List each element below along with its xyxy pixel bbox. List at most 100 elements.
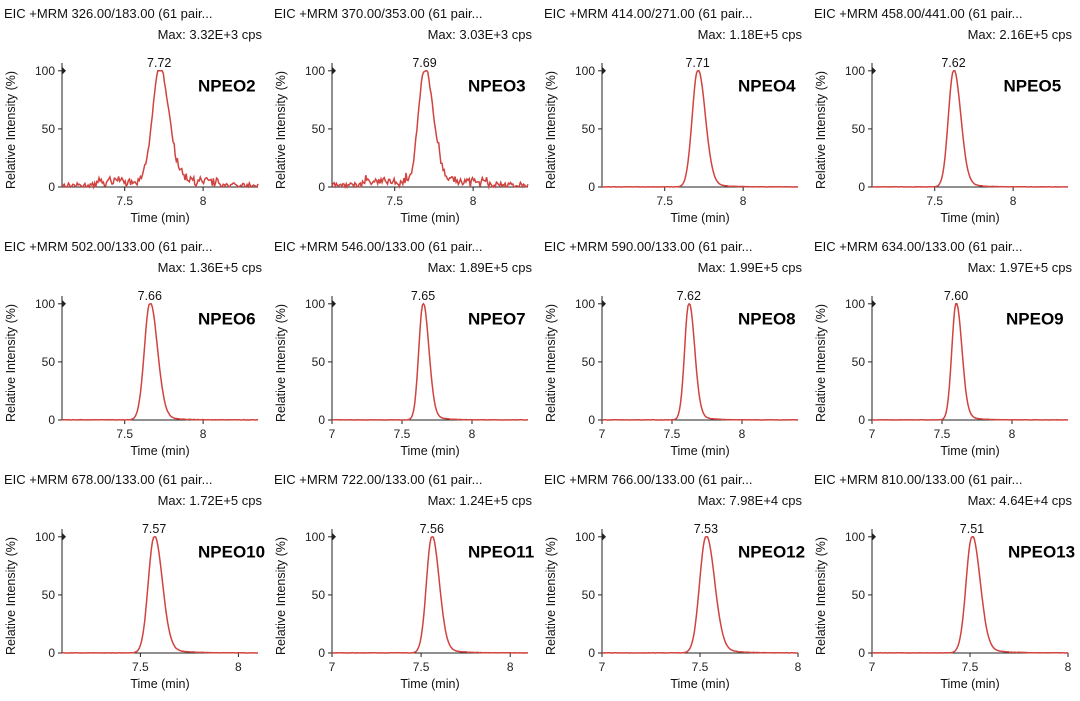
y-axis-title: Relative Intensity (%)	[274, 537, 288, 655]
panel-title: EIC +MRM 458.00/441.00 (61 pair...	[814, 6, 1023, 21]
peak-retention-label: 7.71	[685, 56, 709, 70]
chromatogram-trace	[61, 70, 259, 190]
y-max-marker	[872, 532, 876, 541]
chromatogram-panel: EIC +MRM 722.00/133.00 (61 pair... Max: 1…	[270, 466, 540, 699]
compound-label: NPEO5	[1004, 77, 1062, 96]
max-intensity-label: Max: 7.98E+4 cps	[697, 493, 802, 508]
chromatogram-plot: 0 50 100 7 7.5 8 Time (min) Relative Intensity …	[544, 289, 799, 458]
chromatogram-panel: EIC +MRM 458.00/441.00 (61 pair... Max: 2…	[810, 0, 1080, 233]
y-tick-label: 50	[312, 355, 326, 369]
y-tick-label: 100	[305, 530, 325, 544]
y-tick-label: 50	[852, 122, 866, 136]
y-max-marker	[62, 532, 66, 541]
y-max-marker	[62, 299, 66, 308]
chromatogram-trace	[601, 70, 799, 188]
x-tick-label: 7.5	[664, 427, 681, 441]
x-tick-label: 8	[469, 427, 476, 441]
y-tick-label: 100	[575, 530, 595, 544]
y-max-marker	[872, 66, 876, 75]
x-tick-label: 7.5	[116, 194, 133, 208]
panel-title: EIC +MRM 590.00/133.00 (61 pair...	[544, 239, 753, 254]
panel-title: EIC +MRM 546.00/133.00 (61 pair...	[274, 239, 483, 254]
peak-retention-label: 7.57	[142, 522, 166, 536]
y-tick-label: 0	[318, 646, 325, 660]
chromatogram-plot: 0 50 100 7.5 8 Time (min) Relative Intensity (…	[4, 289, 259, 458]
y-tick-label: 100	[575, 297, 595, 311]
x-tick-label: 7.5	[656, 194, 673, 208]
y-tick-label: 100	[305, 297, 325, 311]
chromatogram-panel: EIC +MRM 678.00/133.00 (61 pair... Max: 1…	[0, 466, 270, 699]
y-max-marker	[602, 299, 606, 308]
chromatogram-trace	[62, 303, 259, 421]
y-tick-label: 100	[845, 297, 865, 311]
y-max-marker	[332, 532, 336, 541]
x-axis-title: Time (min)	[400, 677, 459, 691]
y-tick-label: 100	[35, 64, 55, 78]
y-tick-label: 50	[852, 355, 866, 369]
max-intensity-label: Max: 1.97E+5 cps	[967, 260, 1072, 275]
chromatogram-panel: EIC +MRM 546.00/133.00 (61 pair... Max: 1…	[270, 233, 540, 466]
y-max-marker	[602, 66, 606, 75]
x-axis-title: Time (min)	[130, 677, 189, 691]
panel-title: EIC +MRM 678.00/133.00 (61 pair...	[4, 472, 213, 487]
peak-retention-label: 7.51	[960, 522, 984, 536]
max-intensity-label: Max: 1.18E+5 cps	[697, 27, 802, 42]
chromatogram-plot: 0 50 100 7.5 8 Time (min) Relative Intensity (…	[814, 56, 1069, 225]
y-tick-label: 0	[588, 646, 595, 660]
x-tick-label: 8	[1009, 427, 1016, 441]
x-tick-label: 7	[599, 427, 606, 441]
panel-title: EIC +MRM 370.00/353.00 (61 pair...	[274, 6, 483, 21]
x-tick-label: 7.5	[962, 660, 979, 674]
chromatogram-plot: 0 50 100 7 7.5 8 Time (min) Relative Intensity …	[274, 289, 529, 458]
chromatogram-plot: 0 50 100 7 7.5 8 Time (min) Relative Intensity …	[814, 289, 1069, 458]
y-tick-label: 50	[42, 588, 56, 602]
compound-label: NPEO7	[468, 310, 526, 329]
panel-title: EIC +MRM 766.00/133.00 (61 pair...	[544, 472, 753, 487]
x-tick-label: 7	[599, 660, 606, 674]
chromatogram-panel: EIC +MRM 326.00/183.00 (61 pair... Max: 3…	[0, 0, 270, 233]
y-tick-label: 0	[48, 646, 55, 660]
x-tick-label: 7.5	[413, 660, 430, 674]
peak-retention-label: 7.62	[941, 56, 965, 70]
chromatogram-plot: 0 50 100 7.5 8 Time (min) Relative Intensity (…	[4, 522, 265, 691]
x-axis-title: Time (min)	[670, 677, 729, 691]
y-tick-label: 0	[858, 413, 865, 427]
max-intensity-label: Max: 1.99E+5 cps	[697, 260, 802, 275]
x-axis-title: Time (min)	[400, 211, 459, 225]
y-tick-label: 50	[582, 588, 596, 602]
chromatogram-panel: EIC +MRM 414.00/271.00 (61 pair... Max: 1…	[540, 0, 810, 233]
compound-label: NPEO6	[198, 310, 256, 329]
chromatogram-trace	[871, 70, 1069, 188]
compound-label: NPEO3	[468, 77, 526, 96]
chromatogram-panel: EIC +MRM 370.00/353.00 (61 pair... Max: 3…	[270, 0, 540, 233]
x-axis-title: Time (min)	[670, 444, 729, 458]
compound-label: NPEO2	[198, 77, 256, 96]
x-tick-label: 7.5	[386, 194, 403, 208]
x-tick-label: 8	[739, 427, 746, 441]
x-axis-title: Time (min)	[670, 211, 729, 225]
max-intensity-label: Max: 1.24E+5 cps	[427, 493, 532, 508]
y-tick-label: 100	[845, 530, 865, 544]
peak-retention-label: 7.65	[411, 289, 435, 303]
y-tick-label: 50	[582, 122, 596, 136]
y-axis-title: Relative Intensity (%)	[544, 304, 558, 422]
panel-title: EIC +MRM 634.00/133.00 (61 pair...	[814, 239, 1023, 254]
x-tick-label: 7	[869, 660, 876, 674]
y-tick-label: 0	[318, 413, 325, 427]
x-tick-label: 8	[1065, 660, 1072, 674]
chromatogram-trace	[331, 302, 529, 421]
compound-label: NPEO11	[468, 543, 534, 562]
x-tick-label: 8	[470, 194, 477, 208]
peak-retention-label: 7.72	[147, 56, 171, 70]
chromatogram-plot: 0 50 100 7 7.5 8 Time (min) Relative Intensity …	[544, 522, 805, 691]
x-tick-label: 7.5	[926, 194, 943, 208]
panel-title: EIC +MRM 326.00/183.00 (61 pair...	[4, 6, 213, 21]
y-axis-title: Relative Intensity (%)	[4, 71, 18, 189]
chromatogram-panel: EIC +MRM 502.00/133.00 (61 pair... Max: 1…	[0, 233, 270, 466]
chromatogram-plot: 0 50 100 7.5 8 Time (min) Relative Intensity (…	[274, 56, 529, 225]
y-axis-title: Relative Intensity (%)	[274, 71, 288, 189]
y-tick-label: 0	[858, 180, 865, 194]
compound-label: NPEO8	[738, 310, 796, 329]
chromatogram-trace	[331, 535, 529, 654]
